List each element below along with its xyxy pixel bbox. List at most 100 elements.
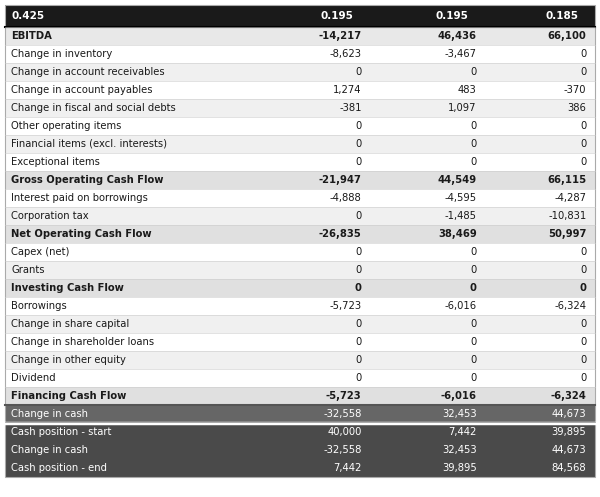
Text: -4,888: -4,888 <box>330 193 362 203</box>
Text: Change in shareholder loans: Change in shareholder loans <box>11 337 154 347</box>
Text: 0: 0 <box>580 49 586 59</box>
Text: -14,217: -14,217 <box>319 31 362 41</box>
Text: -6,324: -6,324 <box>550 391 586 401</box>
Text: -32,558: -32,558 <box>323 445 362 455</box>
Text: -6,016: -6,016 <box>445 301 476 311</box>
Bar <box>5 441 595 459</box>
Text: Corporation tax: Corporation tax <box>11 211 89 221</box>
Text: -6,324: -6,324 <box>554 301 586 311</box>
Bar <box>5 5 595 27</box>
Text: -370: -370 <box>564 85 586 95</box>
Text: 0: 0 <box>470 157 476 167</box>
Bar <box>5 333 595 351</box>
Bar <box>5 225 595 243</box>
Bar <box>5 63 595 81</box>
Text: 0: 0 <box>470 67 476 77</box>
Text: Change in cash: Change in cash <box>11 445 88 455</box>
Text: 32,453: 32,453 <box>442 445 476 455</box>
Text: EBITDA: EBITDA <box>11 31 52 41</box>
Bar <box>5 153 595 171</box>
Text: Net Operating Cash Flow: Net Operating Cash Flow <box>11 229 152 239</box>
Bar <box>5 351 595 369</box>
Text: 0.195: 0.195 <box>436 11 469 21</box>
Bar <box>5 243 595 261</box>
Text: 0: 0 <box>580 337 586 347</box>
Text: 39,895: 39,895 <box>551 427 586 437</box>
Text: 0: 0 <box>470 139 476 149</box>
Text: Change in other equity: Change in other equity <box>11 355 126 365</box>
Text: 84,568: 84,568 <box>551 463 586 473</box>
Bar <box>5 189 595 207</box>
Text: -10,831: -10,831 <box>548 211 586 221</box>
Text: -21,947: -21,947 <box>319 175 362 185</box>
Text: 50,997: 50,997 <box>548 229 586 239</box>
Text: 386: 386 <box>568 103 586 113</box>
Text: -8,623: -8,623 <box>329 49 362 59</box>
Bar <box>5 459 595 477</box>
Text: 0: 0 <box>355 373 362 383</box>
Text: -4,287: -4,287 <box>554 193 586 203</box>
Text: -3,467: -3,467 <box>445 49 476 59</box>
Text: 0: 0 <box>355 247 362 257</box>
Bar <box>5 279 595 297</box>
Text: Exceptional items: Exceptional items <box>11 157 100 167</box>
Text: 0: 0 <box>470 283 476 293</box>
Bar <box>5 369 595 387</box>
Text: 44,549: 44,549 <box>437 175 476 185</box>
Text: 0: 0 <box>580 121 586 131</box>
Text: Cash position - end: Cash position - end <box>11 463 107 473</box>
Text: 0.195: 0.195 <box>320 11 353 21</box>
Text: -32,558: -32,558 <box>323 409 362 419</box>
Text: 32,453: 32,453 <box>442 409 476 419</box>
Text: 0: 0 <box>470 121 476 131</box>
Text: Change in inventory: Change in inventory <box>11 49 112 59</box>
Text: 0: 0 <box>470 319 476 329</box>
Text: 0: 0 <box>355 157 362 167</box>
Text: 0.185: 0.185 <box>545 11 578 21</box>
Text: 0: 0 <box>470 265 476 275</box>
Text: 39,895: 39,895 <box>442 463 476 473</box>
Text: Change in share capital: Change in share capital <box>11 319 129 329</box>
Text: 66,100: 66,100 <box>548 31 586 41</box>
Text: 1,097: 1,097 <box>448 103 476 113</box>
Text: 1,274: 1,274 <box>333 85 362 95</box>
Text: 66,115: 66,115 <box>547 175 586 185</box>
Text: 0: 0 <box>470 355 476 365</box>
Bar <box>5 423 595 441</box>
Text: Cash position - start: Cash position - start <box>11 427 112 437</box>
Text: 7,442: 7,442 <box>448 427 476 437</box>
Bar <box>5 297 595 315</box>
Text: Investing Cash Flow: Investing Cash Flow <box>11 283 124 293</box>
Bar <box>5 405 595 423</box>
Bar <box>5 261 595 279</box>
Text: 0: 0 <box>355 67 362 77</box>
Text: -381: -381 <box>339 103 362 113</box>
Text: 0: 0 <box>355 139 362 149</box>
Text: Change in cash: Change in cash <box>11 409 88 419</box>
Text: Capex (net): Capex (net) <box>11 247 70 257</box>
Text: 0: 0 <box>355 319 362 329</box>
Text: 0: 0 <box>580 67 586 77</box>
Bar <box>5 387 595 405</box>
Text: 0: 0 <box>355 265 362 275</box>
Text: -1,485: -1,485 <box>445 211 476 221</box>
Text: Gross Operating Cash Flow: Gross Operating Cash Flow <box>11 175 163 185</box>
Text: 0: 0 <box>470 247 476 257</box>
Text: 40,000: 40,000 <box>327 427 362 437</box>
Text: Change in account payables: Change in account payables <box>11 85 152 95</box>
Text: 0: 0 <box>355 337 362 347</box>
Text: 0: 0 <box>580 247 586 257</box>
Text: Dividend: Dividend <box>11 373 56 383</box>
Bar <box>5 117 595 135</box>
Text: 0: 0 <box>355 283 362 293</box>
Bar <box>5 27 595 45</box>
Bar <box>5 81 595 99</box>
Bar <box>5 171 595 189</box>
Bar <box>5 207 595 225</box>
Text: Borrowings: Borrowings <box>11 301 67 311</box>
Text: 0.425: 0.425 <box>11 11 44 21</box>
Bar <box>5 45 595 63</box>
Text: 0: 0 <box>580 139 586 149</box>
Text: 44,673: 44,673 <box>551 445 586 455</box>
Text: 44,673: 44,673 <box>551 409 586 419</box>
